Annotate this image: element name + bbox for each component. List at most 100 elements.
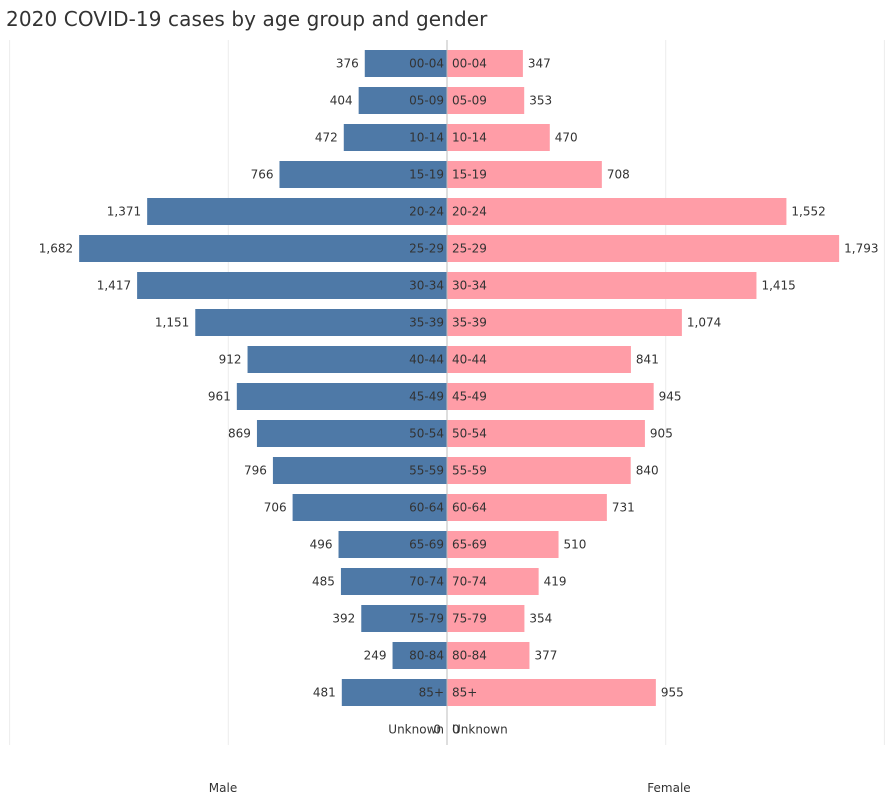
bar-male [361,605,447,632]
bar-male [343,124,447,151]
category-label-female: 50-54 [452,427,487,441]
data-label-female: 470 [555,131,578,145]
bar-male [341,679,447,706]
bar-male [195,309,447,336]
bar-male [79,235,447,262]
data-label-female: 377 [534,649,557,663]
bar-female [447,50,523,77]
category-label-female: 70-74 [452,575,487,589]
bar-female [447,272,757,299]
data-label-female: 1,074 [687,316,721,330]
data-label-female: 354 [529,612,552,626]
data-label-male: 472 [315,131,338,145]
bar-female [447,87,525,114]
category-label-male: 50-54 [409,427,444,441]
data-label-female: 353 [529,94,552,108]
bar-female [447,346,631,373]
category-label-female: 00-04 [452,57,487,71]
data-label-female: 945 [659,390,682,404]
category-label-male: 85+ [419,686,444,700]
bar-male [236,383,447,410]
data-label-male: 481 [313,686,336,700]
bar-male [392,642,447,669]
bar-female [447,605,525,632]
category-label-female: 10-14 [452,131,487,145]
category-label-male: 00-04 [409,57,444,71]
data-label-male: 1,371 [107,205,141,219]
bar-female [447,198,787,225]
category-label-female: Unknown [452,723,508,737]
data-label-female: 840 [636,464,659,478]
bar-male [147,198,447,225]
category-label-male: 80-84 [409,649,444,663]
bar-male [279,161,447,188]
category-label-female: 20-24 [452,205,487,219]
bar-female [447,309,682,336]
category-label-male: 45-49 [409,390,444,404]
data-label-male: 1,417 [97,279,131,293]
bar-female [447,568,539,595]
category-label-female: 65-69 [452,538,487,552]
data-label-male: 485 [312,575,335,589]
data-label-male: 912 [219,353,242,367]
data-label-female: 731 [612,501,635,515]
category-label-male: 20-24 [409,205,444,219]
chart-title: 2020 COVID-19 cases by age group and gen… [6,7,488,31]
bar-female [447,383,654,410]
category-label-male: 35-39 [409,316,444,330]
bar-female [447,679,656,706]
category-label-female: 75-79 [452,612,487,626]
category-label-female: 30-34 [452,279,487,293]
category-label-male: 05-09 [409,94,444,108]
category-label-male: 70-74 [409,575,444,589]
category-label-male: 40-44 [409,353,444,367]
data-label-female: 0 [452,723,460,737]
bar-male [364,50,447,77]
category-label-male: 30-34 [409,279,444,293]
data-label-male: 1,682 [39,242,73,256]
category-label-female: 80-84 [452,649,487,663]
category-label-female: 45-49 [452,390,487,404]
bar-female [447,161,602,188]
category-label-male: 25-29 [409,242,444,256]
bar-male [256,420,447,447]
bar-male [340,568,447,595]
category-label-male: 55-59 [409,464,444,478]
category-label-female: 85+ [452,686,477,700]
data-label-female: 419 [544,575,567,589]
data-label-female: 510 [564,538,587,552]
data-label-female: 905 [650,427,673,441]
category-label-female: 40-44 [452,353,487,367]
bar-male [358,87,447,114]
data-label-female: 1,415 [761,279,795,293]
bar-male [272,457,447,484]
data-label-male: 404 [330,94,353,108]
category-label-female: 35-39 [452,316,487,330]
data-label-male: 869 [228,427,251,441]
data-label-male: 706 [264,501,287,515]
category-label-female: 60-64 [452,501,487,515]
category-label-male: 15-19 [409,168,444,182]
bar-female [447,457,631,484]
category-label-male: 10-14 [409,131,444,145]
bar-female [447,420,645,447]
data-label-male: 961 [208,390,231,404]
bar-male [137,272,447,299]
data-label-female: 347 [528,57,551,71]
bar-male [247,346,447,373]
data-label-male: 249 [364,649,387,663]
category-label-male: Unknown [388,723,444,737]
data-label-female: 841 [636,353,659,367]
data-label-male: 796 [244,464,267,478]
category-label-male: 75-79 [409,612,444,626]
data-label-female: 708 [607,168,630,182]
category-label-female: 25-29 [452,242,487,256]
x-axis-label-female: Female [647,781,690,795]
data-label-male: 766 [251,168,274,182]
data-label-male: 392 [332,612,355,626]
x-axis-label-male: Male [209,781,237,795]
bar-female [447,531,559,558]
category-label-male: 60-64 [409,501,444,515]
data-label-male: 376 [336,57,359,71]
